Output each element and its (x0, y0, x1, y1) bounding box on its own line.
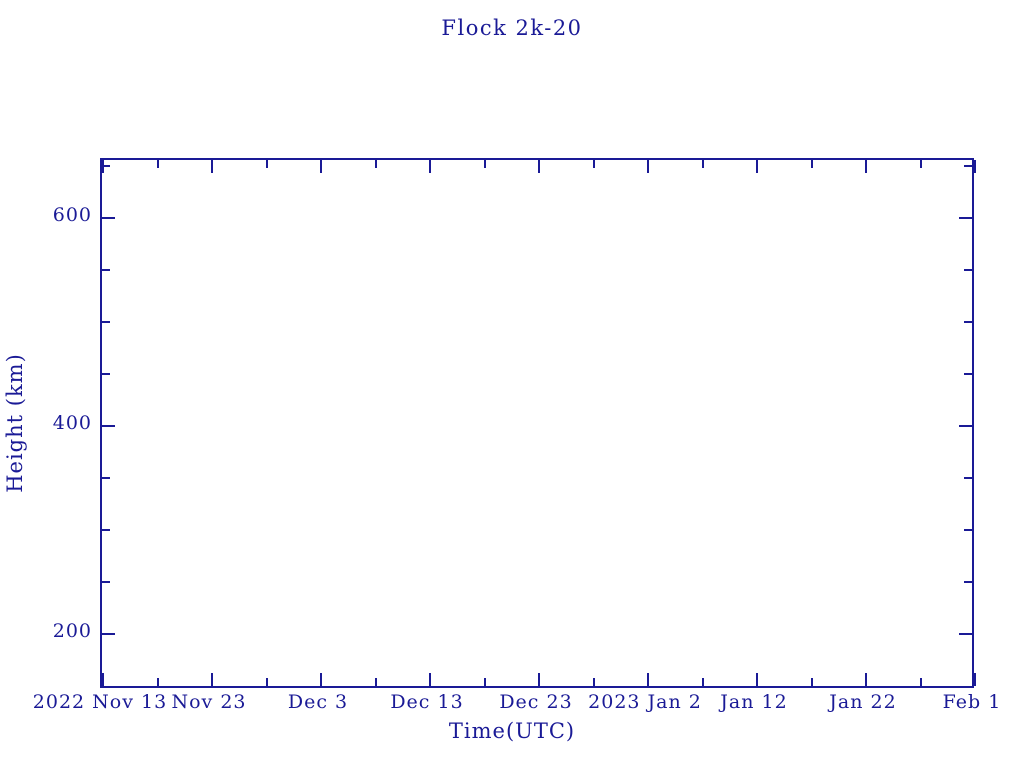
y-axis-tick-label-600: 600 (52, 204, 92, 227)
y-axis-minor-tick-350-right (964, 476, 972, 479)
x-axis-tick-label-5: 2023 Jan 2 (588, 691, 702, 713)
x-axis-minor-tick-3 (483, 678, 486, 686)
x-axis-major-tick-5-top (647, 160, 649, 173)
x-axis-minor-tick-6-top (810, 160, 813, 168)
x-axis-major-tick-2 (320, 673, 322, 686)
x-axis-major-tick-1 (211, 673, 213, 686)
x-axis-major-tick-6-top (756, 160, 758, 173)
chart-title: Flock 2k-20 (441, 16, 583, 40)
x-axis-tick-label-3: Dec 13 (390, 691, 464, 713)
x-axis-tick-label-4: Dec 23 (499, 691, 573, 713)
plot-data-canvas (102, 160, 976, 690)
y-axis-major-tick-200-right (959, 632, 972, 635)
x-axis-minor-tick-1-top (265, 160, 268, 168)
y-axis-minor-tick-650 (102, 165, 110, 168)
y-axis-major-tick-400-right (959, 425, 972, 427)
x-axis-minor-tick-7-top (919, 160, 922, 168)
y-axis-minor-tick-250 (102, 580, 110, 583)
y-axis-minor-tick-350 (102, 476, 110, 479)
x-axis-major-tick-2-top (320, 160, 322, 173)
x-axis-tick-label-0: 2022 Nov 13 (32, 691, 168, 713)
x-axis-minor-tick-3-top (483, 160, 486, 168)
y-axis-major-tick-600 (102, 217, 115, 220)
y-axis-tick-label-200: 200 (52, 619, 92, 642)
plot-area (100, 158, 976, 690)
y-axis-minor-tick-450 (102, 373, 110, 376)
y-axis-minor-tick-300-right (964, 528, 972, 531)
x-axis-major-tick-4-top (538, 160, 540, 173)
x-axis-minor-tick-7 (919, 678, 922, 686)
y-axis-minor-tick-500-right (964, 321, 972, 324)
x-axis-tick-label-2: Dec 3 (287, 691, 349, 713)
x-axis-tick-label-6: Jan 12 (720, 691, 788, 713)
y-axis-major-tick-600-right (959, 217, 972, 220)
x-axis-major-tick-5 (647, 673, 649, 686)
x-axis-major-tick-0-top (102, 160, 104, 173)
y-axis-tick-label-group: 600 400 200 (30, 158, 92, 688)
x-axis-minor-tick-2 (374, 678, 377, 686)
y-axis-minor-tick-300 (102, 528, 110, 531)
y-axis-tick-label-400: 400 (52, 412, 92, 434)
x-axis-major-tick-3-top (429, 160, 431, 173)
y-axis-minor-tick-650-right (964, 165, 972, 168)
x-axis-minor-tick-5 (701, 678, 704, 686)
y-axis-minor-tick-550-right (964, 269, 972, 272)
x-axis-major-tick-4 (538, 673, 540, 686)
x-axis-minor-tick-4 (592, 678, 595, 686)
y-axis-major-tick-200 (102, 632, 115, 635)
x-axis-minor-tick-4-top (592, 160, 595, 168)
y-axis-minor-tick-550 (102, 269, 110, 272)
x-axis-tick-label-8: Feb 1 (942, 691, 1002, 713)
x-axis-major-tick-1-top (211, 160, 213, 173)
x-axis-minor-tick-6 (810, 678, 813, 686)
y-axis-minor-tick-500 (102, 321, 110, 324)
x-axis-tick-label-1: Nov 23 (171, 691, 247, 713)
x-axis-minor-tick-0-top (156, 160, 159, 168)
y-axis-title-container: Height (km) (0, 158, 30, 688)
y-axis-minor-tick-250-right (964, 580, 972, 583)
x-axis-major-tick-0 (102, 673, 104, 686)
x-axis-major-tick-6 (756, 673, 758, 686)
x-axis-tick-label-7: Jan 22 (829, 691, 897, 713)
y-axis-title: Height (km) (3, 353, 27, 493)
x-axis-major-tick-8-top (974, 160, 976, 173)
x-axis-minor-tick-1 (265, 678, 268, 686)
x-axis-major-tick-3 (429, 673, 431, 686)
x-axis-minor-tick-0 (156, 678, 159, 686)
x-axis-title: Time(UTC) (448, 719, 576, 743)
x-axis-minor-tick-5-top (701, 160, 704, 168)
x-axis-major-tick-8 (974, 673, 976, 686)
y-axis-minor-tick-450-right (964, 373, 972, 376)
x-axis-major-tick-7-top (865, 160, 867, 173)
y-axis-major-tick-400 (102, 425, 115, 427)
x-axis-minor-tick-2-top (374, 160, 377, 168)
x-axis-tick-label-group: 2022 Nov 13 Nov 23 Dec 3 Dec 13 Dec 23 2023 J… (0, 688, 1024, 714)
x-axis-major-tick-7 (865, 673, 867, 686)
